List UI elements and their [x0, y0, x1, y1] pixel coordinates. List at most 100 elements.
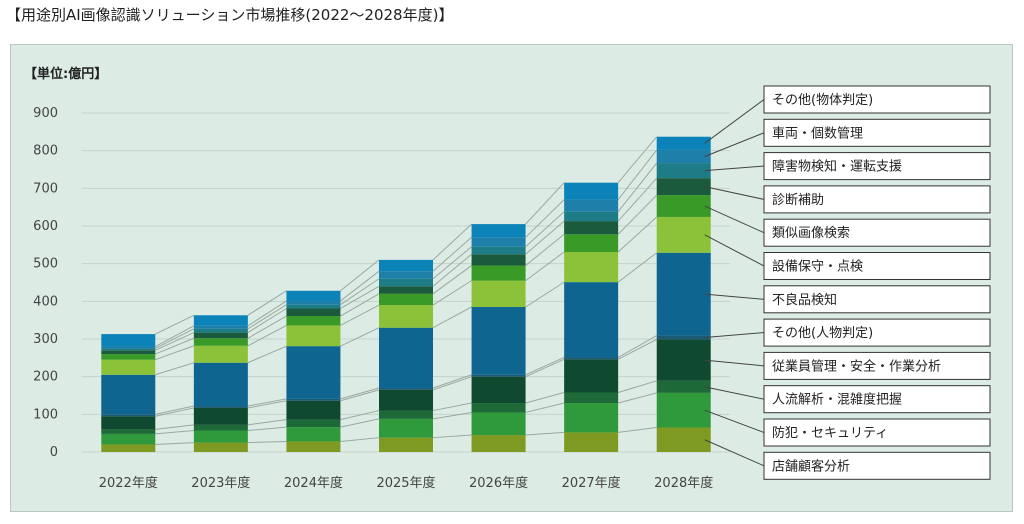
legend-leader-line — [704, 293, 765, 300]
bar-segment — [656, 136, 711, 150]
bar-segment — [193, 407, 248, 425]
y-tick-label: 300 — [33, 332, 58, 347]
bar-segment — [193, 315, 248, 326]
bar-segment — [101, 416, 156, 430]
bar-segment — [564, 251, 619, 283]
bar-segment — [379, 293, 433, 306]
bar-segment — [564, 359, 619, 393]
y-tick-label: 200 — [33, 370, 58, 385]
legend-label: 人流解析・混雑度把握 — [772, 392, 902, 408]
connector-line — [617, 136, 658, 184]
bar-segment — [656, 216, 711, 253]
legend-label: 車両・個数管理 — [772, 126, 863, 141]
legend-box — [763, 285, 991, 314]
legend-box — [763, 318, 991, 347]
legend-leader-line — [704, 99, 765, 144]
bar-segment — [471, 237, 526, 247]
bar-segment — [286, 316, 341, 326]
legend-leader-line — [704, 332, 765, 338]
bar-segment — [193, 338, 248, 346]
bar-segment — [564, 392, 619, 404]
connector-line — [432, 376, 472, 391]
connector-line — [155, 424, 194, 430]
connector-line — [155, 314, 195, 335]
bar-segment — [286, 325, 341, 347]
connector-line — [155, 407, 194, 417]
connector-line — [432, 253, 472, 287]
x-tick-label: 2023年度 — [191, 475, 250, 491]
bar-segment — [656, 149, 711, 164]
bar-segment — [656, 392, 711, 428]
connector-line — [432, 402, 472, 412]
legend-leader-line — [704, 386, 765, 400]
connector-line — [247, 300, 287, 327]
connector-line — [525, 431, 565, 436]
bar-segment — [101, 334, 156, 347]
bar-segment — [286, 290, 341, 301]
legend-box — [763, 351, 991, 380]
legend-leader-line — [704, 234, 765, 267]
bar-segment — [193, 325, 248, 329]
legend-box — [763, 152, 991, 181]
connector-line — [155, 328, 195, 349]
connector-line — [617, 252, 658, 283]
connector-line — [617, 335, 657, 358]
legend-leader-line — [704, 205, 765, 234]
connector-line — [247, 290, 287, 316]
bar-segment — [564, 403, 619, 433]
connector-line — [432, 265, 472, 295]
bar-segment — [656, 178, 711, 196]
bar-segment — [193, 406, 248, 408]
segment-connectors — [155, 136, 658, 445]
unit-label: 【単位:億円】 — [24, 66, 107, 82]
connector-line — [340, 410, 380, 421]
connector-line — [247, 398, 287, 407]
bar-segment — [656, 427, 711, 452]
bars — [101, 136, 711, 452]
bar-segment — [286, 441, 341, 452]
bar-segment — [379, 305, 433, 328]
legend-box — [763, 418, 991, 447]
legend-leader-line — [704, 165, 765, 172]
bar-segment — [101, 354, 156, 360]
connector-line — [525, 199, 565, 238]
connector-line — [618, 427, 657, 433]
x-tick-label: 2027年度 — [562, 475, 621, 491]
connector-line — [432, 306, 472, 329]
bar-segment — [656, 252, 711, 336]
bar-segment — [193, 345, 248, 363]
connector-line — [247, 345, 287, 364]
connector-line — [525, 392, 565, 404]
bar-segment — [101, 374, 156, 415]
connector-line — [525, 358, 565, 378]
y-tick-label: 700 — [33, 181, 58, 196]
bar-segment — [564, 221, 619, 235]
bar-segment — [193, 442, 248, 452]
bar-segment — [564, 282, 619, 358]
bar-segment — [656, 380, 711, 393]
bar-segment — [471, 306, 526, 375]
connector-line — [247, 304, 287, 330]
legend-label: その他(物体判定) — [772, 93, 873, 108]
bar-segment — [379, 410, 433, 419]
bar-segment — [471, 412, 526, 436]
bar-segment — [471, 435, 526, 452]
bar-segment — [564, 211, 619, 222]
connector-line — [525, 182, 565, 225]
bar-segment — [379, 259, 433, 272]
legend-box — [763, 385, 991, 414]
connector-line — [525, 402, 565, 413]
bar-segment — [564, 432, 619, 452]
legend-label: 従業員管理・安全・作業分析 — [772, 358, 941, 374]
bar-segment — [101, 359, 156, 375]
legend-label: 類似画像検索 — [772, 226, 850, 241]
y-axis: 0 100 200 300 400 500 600 700 800 900 — [33, 106, 58, 460]
bar-segment — [101, 346, 156, 349]
y-tick-label: 400 — [33, 294, 58, 309]
connector-line — [340, 327, 380, 347]
bar-segment — [286, 304, 341, 309]
bar-segment — [564, 182, 619, 200]
connector-line — [618, 392, 657, 404]
y-tick-label: 800 — [33, 144, 58, 159]
bar-segment — [564, 357, 619, 360]
